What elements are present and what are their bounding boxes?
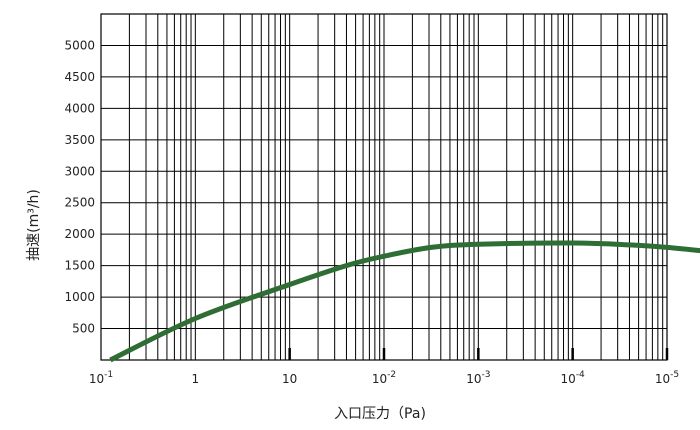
y-tick-label: 3500: [64, 133, 95, 147]
x-tick-label: 10-4: [561, 370, 586, 386]
x-axis-title: 入口压力（Pa): [334, 406, 426, 422]
y-tick-label: 2500: [64, 196, 95, 210]
x-tick-label: 10-5: [655, 370, 679, 386]
y-tick-label: 3000: [64, 164, 95, 178]
data-series: [109, 240, 700, 363]
y-tick-label: 500: [72, 322, 95, 336]
y-axis-title: 抽速(m³/h): [26, 189, 42, 261]
y-tick-label: 1000: [64, 290, 95, 304]
y-tick-label: 4000: [64, 101, 95, 115]
x-tick-label: 1: [192, 372, 200, 386]
x-tick-label: 10-3: [466, 370, 490, 386]
y-tick-label: 1500: [64, 259, 95, 273]
x-tick-label: 10: [282, 372, 297, 386]
y-tick-label: 4500: [64, 70, 95, 84]
grid-lines: [101, 14, 667, 360]
x-tick-label: 10-2: [372, 370, 396, 386]
y-tick-label: 2000: [64, 227, 95, 241]
series-line: [109, 240, 700, 363]
y-tick-label: 5000: [64, 38, 95, 52]
axes: [100, 13, 669, 361]
x-tick-label: 10-1: [89, 370, 113, 386]
tick-labels: 500 1000 1500 2000 2500 3000 3500 4000 4500 5000 1…: [64, 38, 679, 386]
